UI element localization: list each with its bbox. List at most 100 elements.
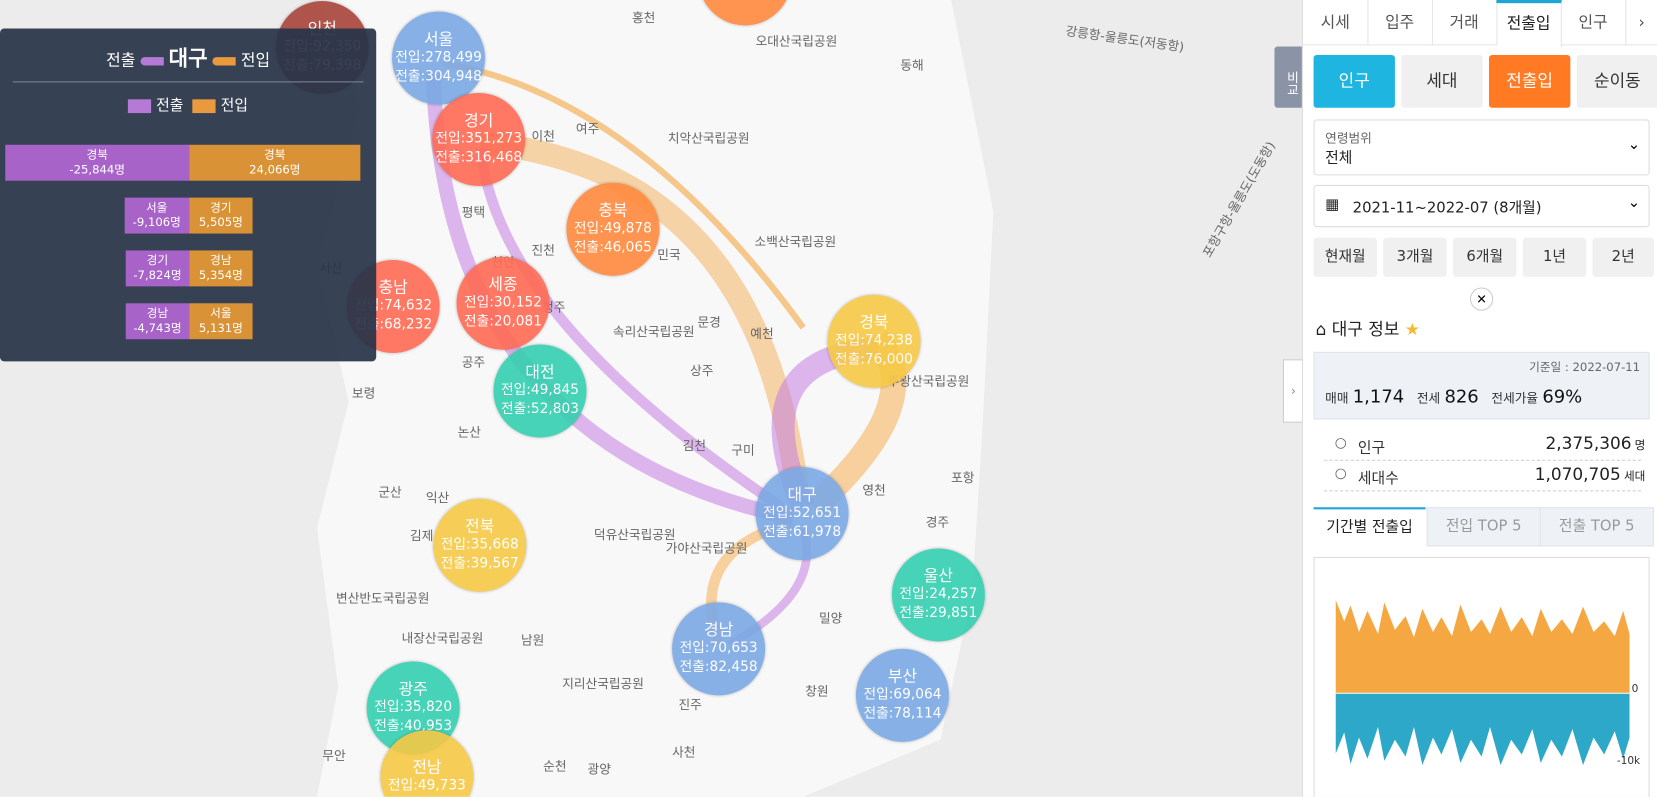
region-in: 전입:35,820 [374, 699, 453, 716]
region-in: 전입:49,845 [501, 382, 579, 399]
select-label: 연령범위 [1325, 131, 1372, 146]
tab[interactable]: 시세 [1302, 0, 1369, 46]
place-label: 김제 [410, 528, 434, 544]
out-bar: 경기 -7,824명 [125, 250, 190, 287]
stat-value: 1,174 [1352, 386, 1405, 408]
region-circle: 경북 전입:74,238 전출:76,000 [827, 294, 921, 388]
chart-tab[interactable]: 전입 TOP 5 [1426, 507, 1541, 547]
info-title: ⌂ 대구 정보 ★ [1315, 319, 1420, 340]
region-circle: 울산 전입:24,257 전출:29,851 [891, 548, 985, 642]
land [317, 0, 994, 797]
place-label: 보령 [351, 385, 376, 401]
region-name: 서울 [423, 29, 454, 49]
region-circle: 경남 전입:70,653 전출:82,458 [672, 602, 766, 696]
region-name: 충북 [598, 200, 628, 220]
place-label: 창원 [805, 683, 829, 699]
place-label: 여주 [575, 121, 600, 137]
stat-value: 69% [1542, 386, 1583, 408]
place-label: 무안 [322, 748, 346, 763]
region-out: 전출:52,803 [501, 401, 579, 418]
compare-button[interactable]: 비교 [1274, 46, 1302, 108]
region-out: 전출:61,978 [763, 524, 842, 541]
bar-value-label: 24,066명 [249, 162, 301, 177]
region-in: 전입:35,668 [440, 536, 519, 553]
base-date: 기준일 : 2022-07-11 [1529, 360, 1641, 375]
bar-value-label: -9,106명 [132, 215, 181, 230]
region-circle: 전북 전입:35,668 전출:39,567 [433, 498, 527, 592]
map [317, 0, 994, 797]
legend-label: 전입 [220, 97, 248, 115]
in-area [1335, 600, 1630, 694]
region-out: 전출:316,468 [435, 150, 523, 166]
place-label: 진주 [678, 697, 702, 713]
place-label: 속리산국립공원 [612, 324, 695, 340]
place-label: 익산 [425, 490, 450, 506]
place-label: 예천 [750, 326, 774, 342]
toggle-button[interactable]: 세대 [1401, 54, 1483, 108]
period-button[interactable]: 현재월 [1313, 237, 1377, 277]
flow-arc [475, 147, 785, 512]
row-unit: 세대 [1623, 469, 1646, 483]
chart-box: 0 -10k [1313, 556, 1650, 797]
region-name: 부산 [887, 666, 918, 686]
region-name: 세종 [488, 274, 518, 294]
period-button[interactable]: 1년 [1522, 237, 1587, 277]
place-label: 지리산국립공원 [562, 676, 644, 692]
region-out: 전출:78,114 [863, 705, 942, 722]
toggle-button[interactable]: 순이동 [1576, 54, 1657, 108]
region-circle: 경기 전입:351,273 전출:316,468 [432, 92, 526, 186]
bar-region: 경기 [210, 200, 232, 215]
region-out: 전출:29,851 [899, 605, 978, 622]
in-bar: 경남 5,354명 [189, 250, 253, 287]
period-button[interactable]: 2년 [1592, 237, 1654, 277]
tab[interactable]: 전출입 [1496, 0, 1562, 48]
bar-value-label: -25,844명 [69, 162, 126, 177]
region-name: 울산 [923, 566, 953, 586]
tab-next[interactable]: › [1625, 0, 1657, 46]
tab[interactable]: 입주 [1367, 0, 1433, 46]
row-label: 세대수 [1357, 470, 1399, 488]
place-label: 소백산국립공원 [754, 234, 837, 250]
close-button[interactable]: ✕ [1469, 287, 1494, 311]
side-panel: 시세 입주 거래 전출입 인구 › 인구 세대 전출입 순이동 연령범위 전체 ⌄ ▦ 202… [1301, 0, 1657, 797]
region-circle: 서울 전입:278,499 전출:304,948 [392, 11, 486, 105]
toggle-button[interactable]: 전출입 [1488, 54, 1571, 108]
chevron: ⌄ [1627, 136, 1641, 154]
region-out: 전출:46,065 [573, 239, 652, 256]
chart-tab[interactable]: 기간별 전출입 [1313, 507, 1426, 547]
toggle-button[interactable]: 인구 [1313, 54, 1395, 108]
age-select[interactable]: 연령범위 전체 ⌄ [1313, 119, 1650, 176]
region-circle: 대구 전입:52,651 전출:61,978 [755, 467, 849, 561]
row-value-wrap: 1,070,705 세대 [1535, 464, 1646, 484]
region-circle: 대전 전입:49,845 전출:52,803 [493, 344, 587, 438]
info-box: 기준일 : 2022-07-11 매매 1,174 전세 826 전세가율 69% [1313, 351, 1650, 420]
row-divider [1324, 490, 1642, 492]
region-name: 광주 [398, 679, 428, 699]
place-label: 동해 [900, 58, 924, 73]
place-label: 논산 [457, 424, 481, 440]
tab[interactable]: 인구 [1560, 0, 1627, 46]
row-icon: ○ [1334, 435, 1347, 452]
bar-region: 경북 [264, 147, 286, 162]
region-name: 경기 [464, 110, 494, 130]
place-label: 밀양 [818, 610, 843, 626]
legend-swatch [128, 98, 152, 113]
place-label: 남원 [520, 632, 545, 648]
period-button[interactable]: 3개월 [1383, 237, 1447, 277]
region-out: 전출:39,567 [440, 555, 519, 572]
collapse-toggle[interactable]: › [1282, 359, 1305, 423]
tab[interactable]: 거래 [1431, 0, 1498, 46]
chart-tab[interactable]: 전출 TOP 5 [1539, 507, 1654, 547]
place-label: 홍천 [631, 10, 656, 26]
divider [12, 81, 364, 83]
place-label: 오대산국립공원 [755, 33, 838, 49]
date-select[interactable]: ▦ 2021-11~2022-07 (8개월) ⌄ [1313, 184, 1650, 228]
place-label: 진천 [531, 243, 555, 258]
period-button[interactable]: 6개월 [1453, 237, 1517, 277]
place-label: 치악산국립공원 [667, 131, 750, 146]
place-label: 포항 [951, 470, 975, 486]
place-label: 군산 [378, 485, 402, 500]
stat-value: 826 [1444, 386, 1479, 408]
place-label: 변산반도국립공원 [336, 590, 430, 606]
